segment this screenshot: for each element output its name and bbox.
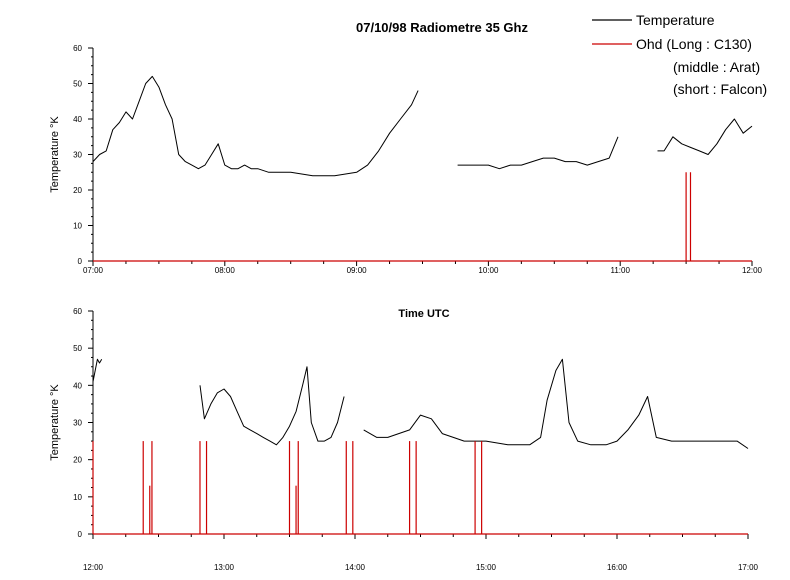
y-tick-label: 0 (78, 257, 83, 266)
y-axis-label: Temperature °K (49, 384, 61, 461)
chart-title: 07/10/98 Radiometre 35 Ghz (356, 20, 528, 35)
x-tick-label: 14:00 (345, 563, 366, 572)
temperature-line-segment (657, 118, 753, 155)
x-tick-label: 17:00 (738, 563, 759, 572)
chart-panel-bottom: 0 10 20 30 40 50 60 Temperature °K 12:00 13:00 14:… (49, 307, 759, 572)
y-tick-label: 20 (73, 186, 82, 195)
temperature-line-segment (363, 358, 749, 449)
y-tick-label: 50 (73, 344, 82, 353)
x-tick-label: 13:00 (214, 563, 235, 572)
x-tick-label: 12:00 (742, 266, 763, 275)
x-tick-label: 08:00 (215, 266, 236, 275)
y-tick-label: 60 (73, 307, 82, 316)
y-tick-label: 50 (73, 80, 82, 89)
x-tick-label: 11:00 (610, 266, 630, 275)
legend-note-short: (short : Falcon) (673, 81, 767, 97)
legend-label-ohd: Ohd (Long : C130) (636, 36, 752, 52)
x-tick-label: 09:00 (347, 266, 368, 275)
legend: Temperature Ohd (Long : C130) (middle : … (592, 12, 767, 97)
y-tick-label: 40 (73, 115, 82, 124)
y-tick-label: 30 (73, 151, 82, 160)
x-tick-label: 16:00 (607, 563, 628, 572)
legend-note-middle: (middle : Arat) (673, 59, 760, 75)
x-tick-label: 07:00 (83, 266, 104, 275)
x-axis-label: Time UTC (398, 308, 449, 320)
temperature-line-segment (457, 136, 619, 170)
legend-label-temperature: Temperature (636, 12, 715, 28)
chart-panel-top: 0 10 20 30 40 50 60 Temperature °K 07:00 08:00 09:… (49, 44, 763, 275)
x-tick-label: 15:00 (476, 563, 497, 572)
temperature-line-segment (199, 366, 345, 446)
y-tick-label: 40 (73, 381, 82, 390)
temperature-line-segment (92, 75, 419, 177)
y-axis-label: Temperature °K (49, 116, 61, 193)
y-tick-label: 10 (73, 222, 82, 231)
x-tick-label: 12:00 (83, 563, 104, 572)
y-tick-label: 30 (73, 419, 82, 428)
y-tick-label: 0 (78, 530, 83, 539)
x-tick-label: 10:00 (478, 266, 499, 275)
y-tick-label: 10 (73, 493, 82, 502)
y-tick-label: 20 (73, 456, 82, 465)
y-tick-label: 60 (73, 44, 82, 53)
temperature-line-segment (92, 358, 103, 382)
